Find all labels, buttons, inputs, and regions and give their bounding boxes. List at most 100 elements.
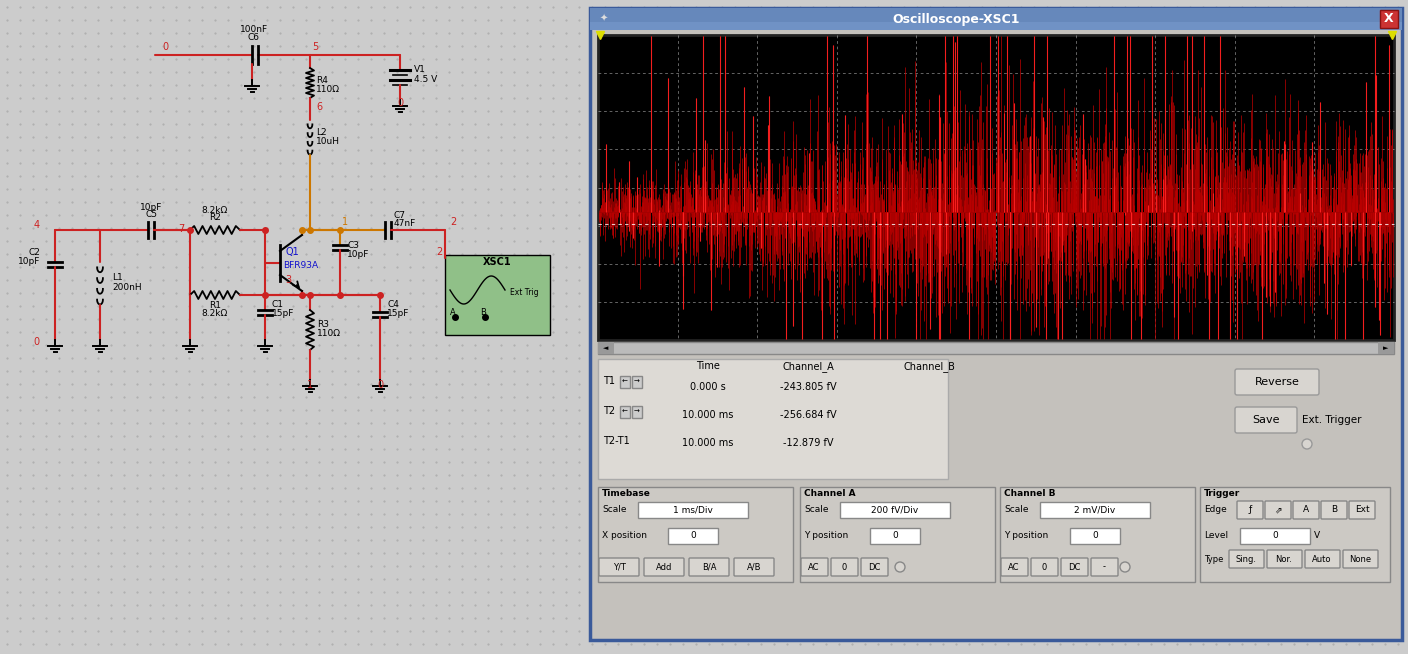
Text: C1: C1	[272, 300, 284, 309]
Text: 100nF: 100nF	[239, 25, 268, 34]
Bar	[1070, 528, 1119, 544]
Bar	[598, 35, 1394, 340]
Text: AC: AC	[808, 562, 819, 572]
FancyBboxPatch shape	[1305, 550, 1340, 568]
Text: Nor.: Nor.	[1276, 555, 1293, 564]
Text: A: A	[451, 308, 456, 317]
Text: BFR93A: BFR93A	[283, 261, 318, 270]
FancyBboxPatch shape	[1238, 501, 1263, 519]
FancyBboxPatch shape	[862, 558, 888, 576]
Text: 110Ω: 110Ω	[315, 85, 339, 94]
Bar	[841, 502, 950, 518]
Text: V: V	[1314, 532, 1321, 540]
Text: B: B	[1331, 506, 1338, 515]
Text: 1 ms/Div: 1 ms/Div	[673, 506, 712, 515]
Text: B: B	[480, 308, 486, 317]
Text: ◄: ◄	[603, 345, 608, 351]
Text: Channel A: Channel A	[804, 489, 856, 498]
Text: 4.5 V: 4.5 V	[414, 75, 438, 84]
Text: C2: C2	[28, 248, 39, 257]
Bar	[1378, 342, 1394, 354]
Bar	[1380, 10, 1398, 28]
Text: T2: T2	[603, 406, 615, 416]
Text: Ext: Ext	[1354, 506, 1370, 515]
Text: →: →	[634, 409, 641, 415]
Text: 8.2kΩ: 8.2kΩ	[201, 206, 228, 215]
Text: 10uH: 10uH	[315, 137, 339, 146]
Text: AC: AC	[1008, 562, 1019, 572]
Text: 1: 1	[342, 217, 348, 227]
Text: Y position: Y position	[1004, 530, 1048, 540]
Text: 0: 0	[162, 42, 168, 52]
Text: Reverse: Reverse	[1255, 377, 1300, 387]
Text: Y/T: Y/T	[612, 562, 625, 572]
Text: 8.2kΩ: 8.2kΩ	[201, 309, 228, 318]
Text: C5: C5	[145, 210, 158, 219]
Text: V1: V1	[414, 65, 425, 74]
Text: ←: ←	[622, 409, 628, 415]
Text: 4: 4	[34, 220, 39, 230]
Bar	[598, 359, 948, 479]
Text: 0: 0	[377, 380, 383, 390]
Text: 200nH: 200nH	[113, 283, 142, 292]
FancyBboxPatch shape	[831, 558, 857, 576]
Text: 6: 6	[315, 102, 322, 112]
Text: ⇗: ⇗	[1274, 506, 1281, 515]
Text: 0: 0	[397, 98, 403, 108]
Text: ►: ►	[1383, 345, 1388, 351]
FancyBboxPatch shape	[598, 558, 639, 576]
Text: 5: 5	[313, 42, 318, 52]
Bar	[800, 487, 995, 582]
FancyBboxPatch shape	[1062, 558, 1088, 576]
Bar	[598, 342, 614, 354]
Text: 10pF: 10pF	[18, 257, 39, 266]
Text: C6: C6	[248, 33, 260, 42]
Text: 0: 0	[690, 532, 696, 540]
FancyBboxPatch shape	[1229, 550, 1264, 568]
Bar	[632, 406, 642, 418]
Text: B/A: B/A	[701, 562, 717, 572]
FancyBboxPatch shape	[1349, 501, 1376, 519]
Text: Add: Add	[656, 562, 672, 572]
Text: Ext Trig: Ext Trig	[510, 288, 539, 297]
Text: 0: 0	[893, 532, 898, 540]
Text: C7: C7	[394, 211, 406, 220]
FancyBboxPatch shape	[1343, 550, 1378, 568]
FancyBboxPatch shape	[689, 558, 729, 576]
Text: 2: 2	[436, 247, 442, 257]
Text: 1: 1	[307, 380, 313, 390]
Text: 0: 0	[1093, 532, 1098, 540]
Text: 0: 0	[842, 562, 846, 572]
Bar	[445, 255, 551, 335]
Bar	[590, 8, 1402, 30]
Bar	[667, 528, 718, 544]
Text: 2: 2	[451, 217, 456, 227]
Text: Channel_A: Channel_A	[781, 361, 834, 372]
FancyBboxPatch shape	[734, 558, 774, 576]
Text: 0: 0	[1042, 562, 1046, 572]
Text: Q1: Q1	[284, 247, 298, 257]
Text: A/B: A/B	[746, 562, 762, 572]
Text: X position: X position	[603, 530, 648, 540]
Text: 15pF: 15pF	[387, 309, 410, 318]
Text: ✦: ✦	[600, 14, 608, 24]
Circle shape	[895, 562, 905, 572]
Text: Ext. Trigger: Ext. Trigger	[1302, 415, 1362, 425]
FancyBboxPatch shape	[1235, 369, 1319, 395]
FancyBboxPatch shape	[1235, 407, 1297, 433]
Circle shape	[1302, 439, 1312, 449]
Text: 15pF: 15pF	[272, 309, 294, 318]
Text: Y position: Y position	[804, 530, 848, 540]
FancyBboxPatch shape	[1293, 501, 1319, 519]
FancyBboxPatch shape	[1321, 501, 1347, 519]
Text: L2: L2	[315, 128, 327, 137]
Text: C4: C4	[387, 300, 398, 309]
Text: Sing.: Sing.	[1235, 555, 1256, 564]
FancyBboxPatch shape	[1267, 550, 1302, 568]
Text: -: -	[1102, 562, 1105, 572]
FancyBboxPatch shape	[1001, 558, 1028, 576]
Circle shape	[1119, 562, 1131, 572]
Text: ƒ: ƒ	[1249, 506, 1252, 515]
FancyBboxPatch shape	[1031, 558, 1057, 576]
Text: 10.000 ms: 10.000 ms	[683, 438, 734, 448]
